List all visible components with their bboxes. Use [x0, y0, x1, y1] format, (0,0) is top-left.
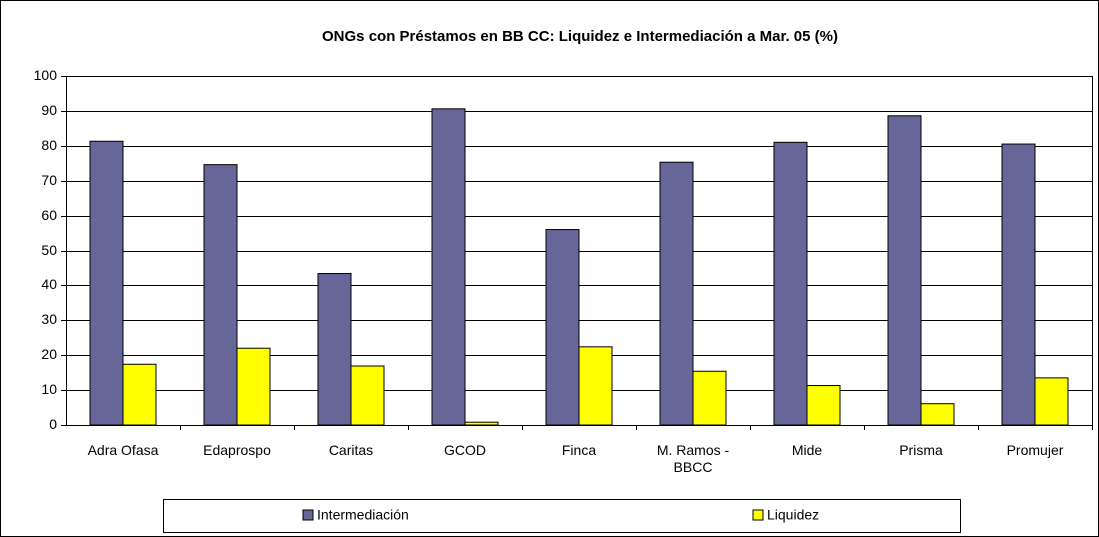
bar [545, 229, 580, 426]
bar [578, 346, 613, 426]
x-tick-label: Prisma [899, 442, 943, 458]
chart-title: ONGs con Préstamos en BB CC: Liquidez e … [322, 28, 838, 45]
x-tick-label: Edaprospo [203, 442, 271, 458]
y-tick-label: 80 [41, 137, 57, 153]
bar [773, 141, 808, 426]
x-tick-label: M. Ramos - BBCC [656, 442, 730, 475]
legend-label: Intermediación [317, 507, 409, 523]
bar [236, 347, 271, 426]
y-tick-label: 70 [41, 172, 57, 188]
bar [806, 385, 841, 426]
bar [464, 421, 499, 426]
bar [659, 161, 694, 426]
bar [122, 363, 157, 426]
bar [317, 273, 352, 426]
x-tick-label: GCOD [444, 442, 486, 458]
legend-box [163, 499, 961, 533]
legend-swatch [752, 509, 764, 521]
y-tick-label: 60 [41, 207, 57, 223]
bar [920, 403, 955, 426]
x-tick-label: Finca [561, 442, 597, 458]
bar [431, 108, 466, 426]
bar [203, 164, 238, 426]
x-tick-label: Mide [791, 442, 823, 458]
bar [692, 370, 727, 426]
y-tick-label: 20 [41, 346, 57, 362]
bar [887, 115, 922, 426]
bar [1001, 143, 1036, 426]
y-tick-label: 40 [41, 276, 57, 292]
y-tick-label: 50 [41, 242, 57, 258]
x-tick-label: Adra Ofasa [87, 442, 159, 458]
y-tick-label: 90 [41, 102, 57, 118]
y-tick-label: 10 [41, 381, 57, 397]
bar [89, 140, 124, 426]
y-tick-label: 0 [49, 416, 57, 432]
legend-label: Liquidez [767, 507, 819, 523]
y-tick-label: 30 [41, 311, 57, 327]
bar [350, 365, 385, 426]
x-tick-label: Promujer [1006, 442, 1064, 458]
y-tick-label: 100 [34, 67, 58, 83]
legend-swatch [302, 509, 314, 521]
x-tick-label: Caritas [328, 442, 374, 458]
bar [1034, 377, 1069, 426]
